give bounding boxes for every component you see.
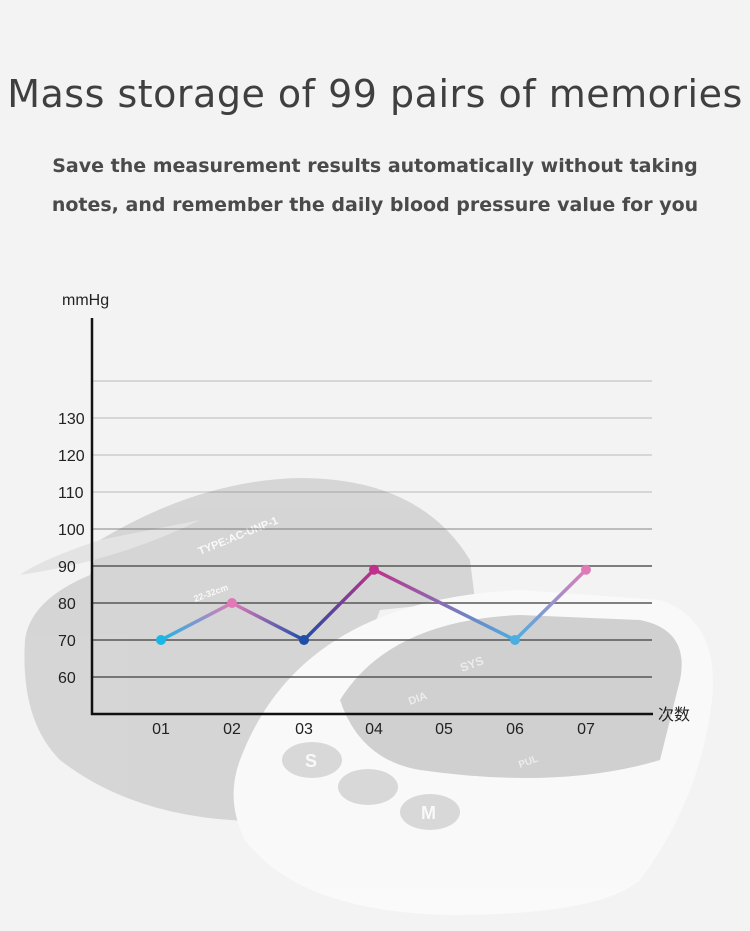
data-point [299, 635, 309, 645]
x-tick-label: 05 [435, 721, 453, 738]
series-line-segment [372, 567, 517, 642]
x-tick-label: 01 [152, 721, 170, 738]
s-button-label: S [305, 751, 317, 771]
x-tick-label: 02 [223, 721, 241, 738]
series-line-segment [230, 601, 306, 642]
subtitle-line-2: notes, and remember the daily blood pres… [51, 194, 699, 216]
m-button-label: M [421, 803, 436, 823]
data-point [227, 598, 237, 608]
y-tick-label: 110 [58, 485, 84, 502]
data-point [510, 635, 520, 645]
x-tick-label: 04 [365, 721, 383, 738]
device-background: TYPE:AC-UNP-1 22-32cm SYS DIA PUL S M [20, 478, 713, 915]
y-tick-label: 90 [58, 559, 76, 576]
data-point [156, 635, 166, 645]
x-tick-label: 03 [295, 721, 313, 738]
y-tick-label: 70 [58, 633, 76, 650]
x-tick-label: 07 [577, 721, 595, 738]
data-point [369, 564, 379, 575]
subtitle-line-1: Save the measurement results automatical… [52, 155, 698, 177]
y-axis-label: mmHg [62, 292, 109, 309]
series-line-segment [302, 567, 376, 642]
series-line-segment [159, 601, 234, 642]
data-point [581, 564, 591, 575]
y-tick-label: 100 [58, 522, 85, 539]
x-axis-label: 次数 [658, 706, 690, 724]
series-line-segment [513, 567, 588, 642]
y-tick-label: 130 [58, 411, 85, 428]
y-tick-label: 60 [58, 670, 76, 687]
page-title: Mass storage of 99 pairs of memories [7, 72, 743, 116]
y-tick-label: 120 [58, 448, 85, 465]
x-tick-label: 06 [506, 721, 524, 738]
y-tick-label: 80 [58, 596, 76, 613]
